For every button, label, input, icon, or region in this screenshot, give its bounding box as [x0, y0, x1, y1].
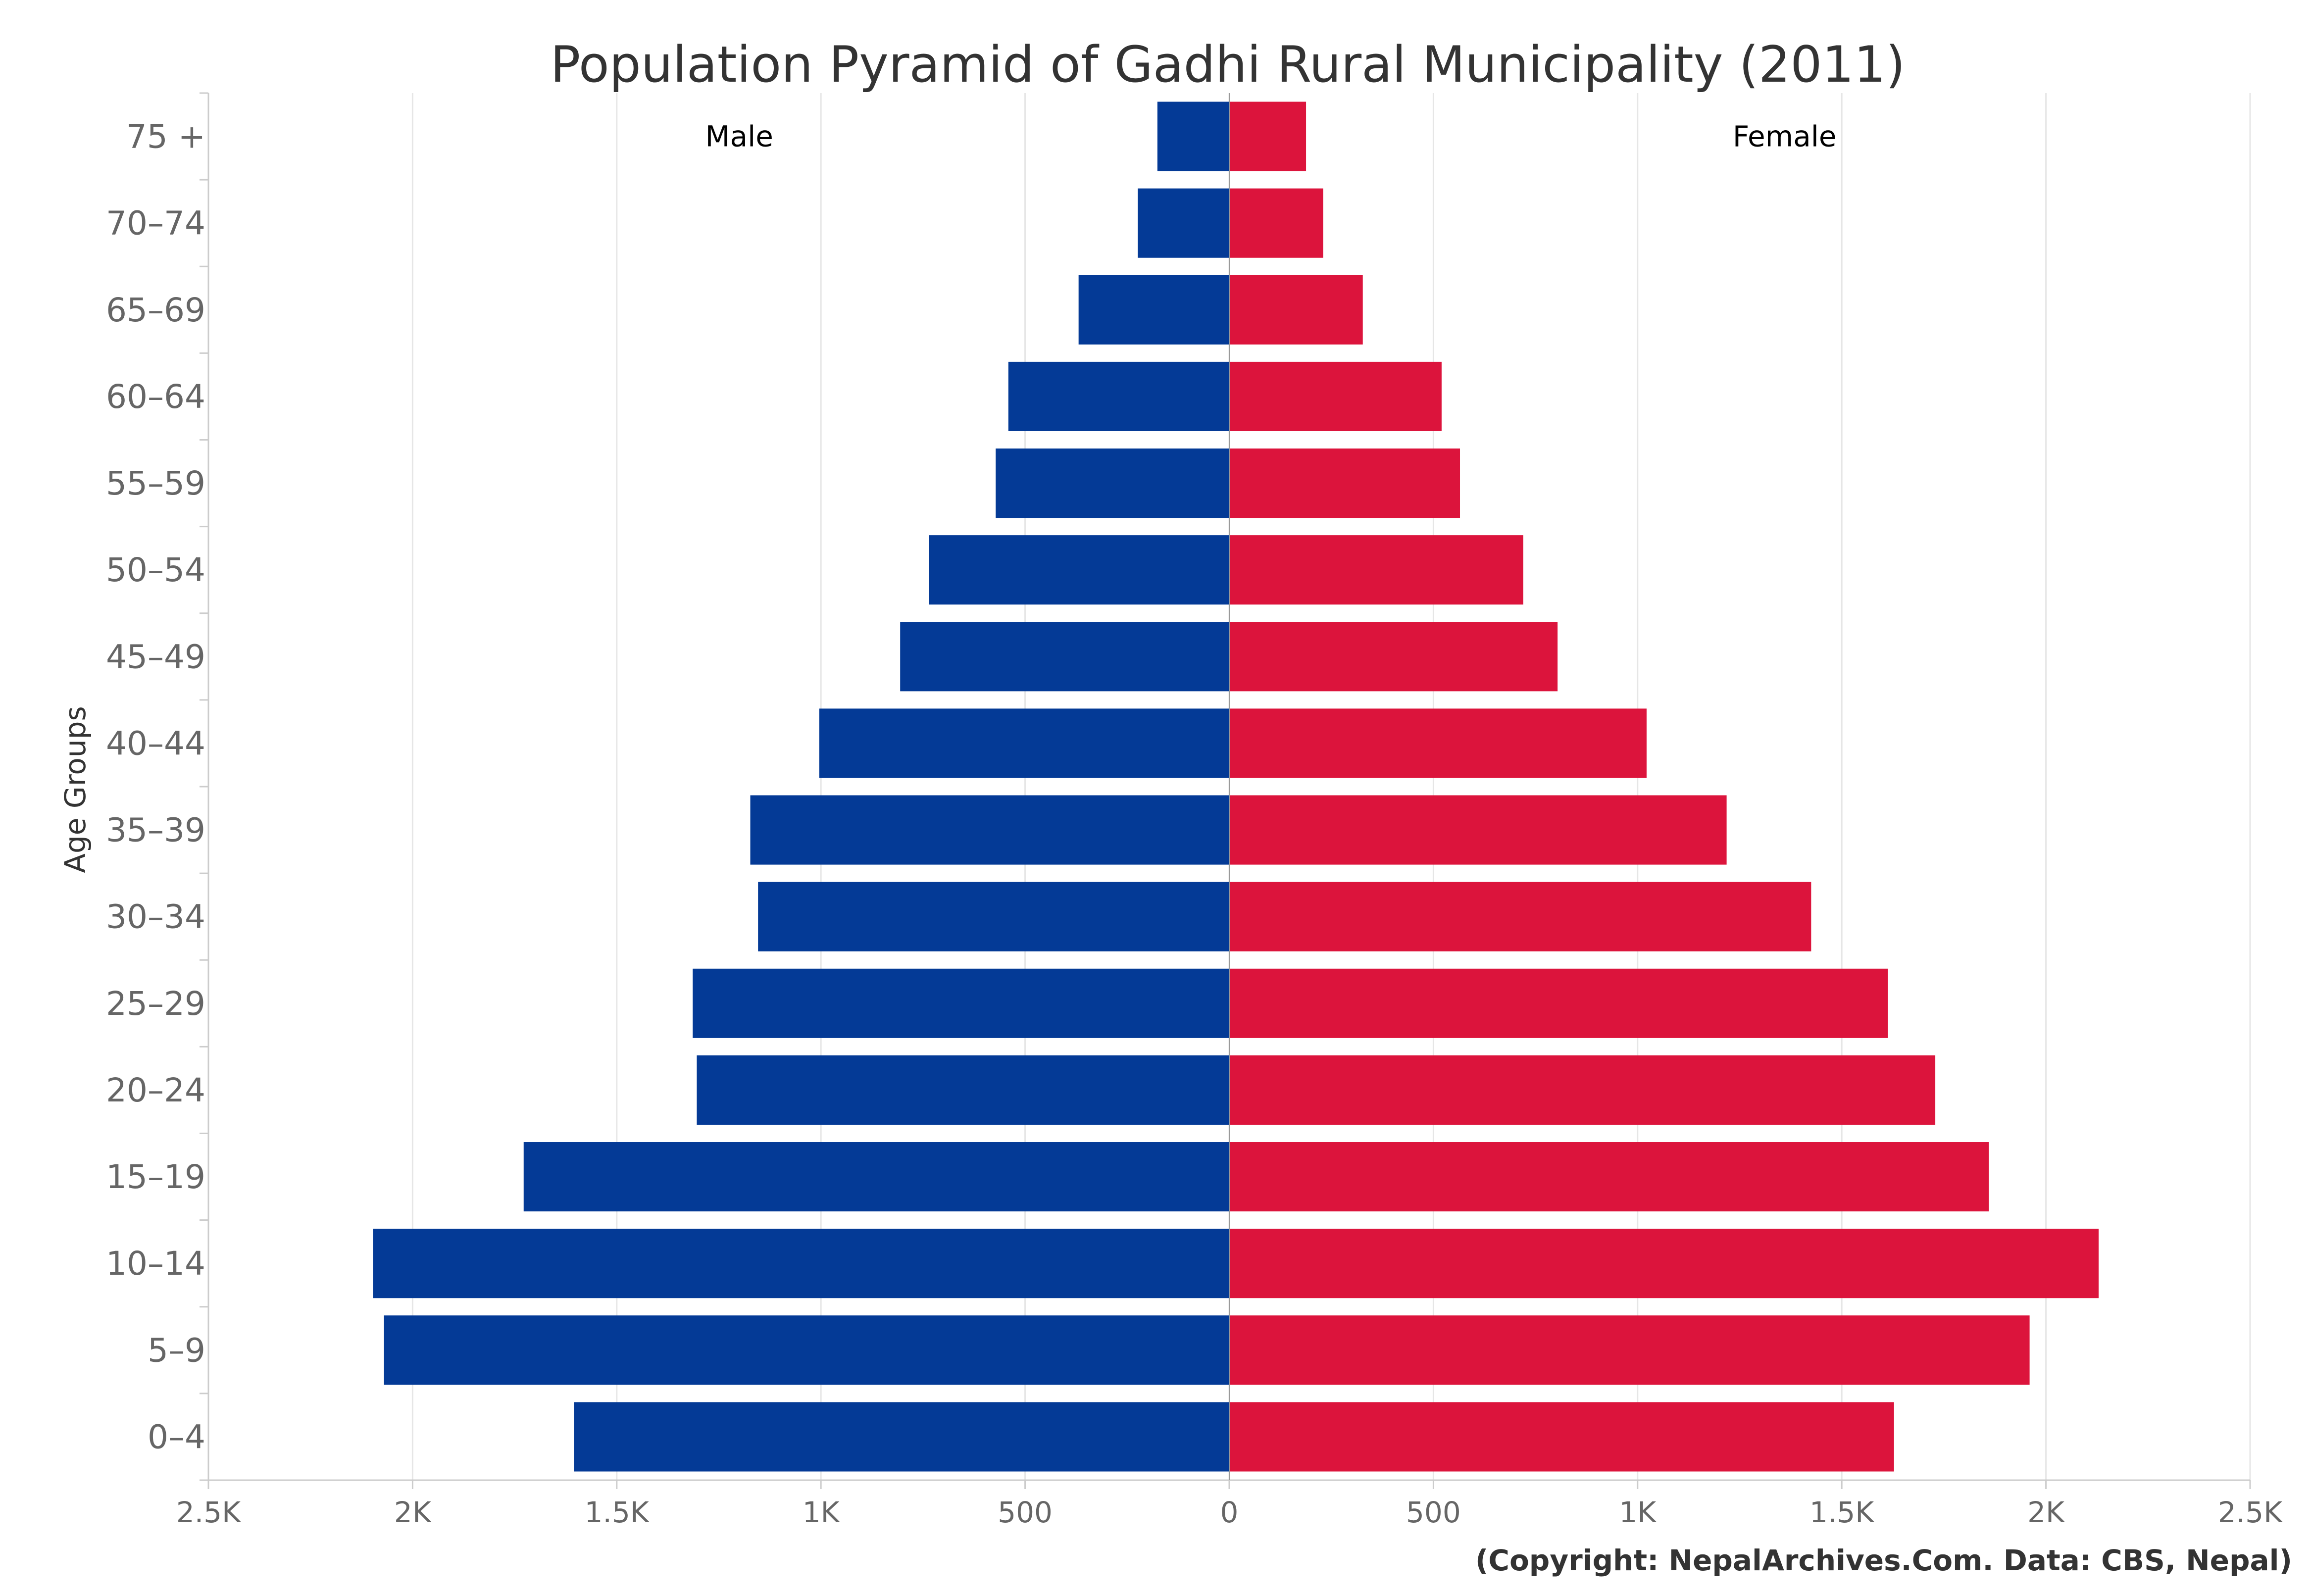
x-tick-label: 0 — [1220, 1496, 1239, 1529]
female-bar — [1229, 1402, 1894, 1472]
y-tick-label: 15–19 — [106, 1158, 205, 1196]
male-bar — [996, 449, 1229, 518]
female-bar — [1229, 188, 1323, 258]
female-bar — [1229, 708, 1647, 778]
male-bar — [697, 1055, 1229, 1125]
y-tick-label: 0–4 — [148, 1418, 205, 1456]
chart-title: Population Pyramid of Gadhi Rural Munici… — [551, 35, 1906, 94]
y-tick-label: 10–14 — [106, 1245, 205, 1283]
female-bar — [1229, 795, 1727, 865]
x-tick-label: 2.5K — [176, 1496, 242, 1529]
x-tick-label: 1.5K — [1809, 1496, 1875, 1529]
x-tick-label: 1K — [1619, 1496, 1657, 1529]
female-bar — [1229, 1055, 1936, 1125]
female-bar — [1229, 882, 1811, 951]
male-bar — [574, 1402, 1229, 1472]
female-bar — [1229, 535, 1523, 605]
female-bar — [1229, 449, 1460, 518]
male-bar — [1157, 101, 1229, 171]
y-axis-title: Age Groups — [58, 706, 92, 873]
x-tick-label: 2.5K — [2218, 1496, 2283, 1529]
male-bar — [1138, 188, 1229, 258]
male-bar — [384, 1315, 1229, 1385]
x-tick-label: 1K — [803, 1496, 841, 1529]
female-bar — [1229, 361, 1442, 431]
y-tick-label: 70–74 — [106, 204, 205, 243]
y-tick-label: 65–69 — [106, 291, 205, 329]
y-tick-label: 60–64 — [106, 378, 205, 416]
series-labels: Male Female — [705, 120, 1837, 153]
male-bar — [373, 1229, 1229, 1298]
male-bar — [1078, 275, 1229, 345]
x-tick-label: 500 — [1406, 1496, 1461, 1529]
bars — [373, 101, 2099, 1472]
male-bar — [1008, 361, 1229, 431]
x-tick-label: 500 — [998, 1496, 1053, 1529]
female-series-label: Female — [1733, 120, 1837, 153]
male-bar — [929, 535, 1229, 605]
male-bar — [523, 1142, 1229, 1212]
y-tick-label: 75 + — [126, 118, 205, 156]
y-tick-label: 45–49 — [106, 638, 205, 676]
female-bar — [1229, 275, 1363, 345]
y-tick-label: 35–39 — [106, 811, 205, 849]
axes: 2.5K 2K 1.5K 1K 500 0 500 1K 1.5K 2K 2.5K 0–4 5–9 10–… — [106, 92, 2283, 1529]
female-bar — [1229, 968, 1888, 1038]
female-bar — [1229, 1315, 2030, 1385]
female-bar — [1229, 1229, 2099, 1298]
y-tick-label: 40–44 — [106, 724, 205, 762]
male-bar — [819, 708, 1229, 778]
female-bar — [1229, 622, 1558, 692]
y-tick-label: 30–34 — [106, 898, 205, 936]
y-tick-label: 5–9 — [148, 1331, 205, 1369]
x-tick-label: 2K — [394, 1496, 432, 1529]
male-bar — [900, 622, 1229, 692]
credit-text: (Copyright: NepalArchives.Com. Data: CBS… — [1475, 1544, 2292, 1577]
female-bar — [1229, 101, 1306, 171]
male-series-label: Male — [705, 120, 773, 153]
y-tick-label: 25–29 — [106, 985, 205, 1023]
y-tick-label: 55–59 — [106, 464, 205, 502]
y-tick-label: 20–24 — [106, 1071, 205, 1109]
male-bar — [750, 795, 1229, 865]
male-bar — [693, 968, 1229, 1038]
male-bar — [758, 882, 1229, 951]
female-bar — [1229, 1142, 1989, 1212]
x-tick-label: 2K — [2027, 1496, 2065, 1529]
x-tick-label: 1.5K — [585, 1496, 650, 1529]
y-tick-label: 50–54 — [106, 551, 205, 589]
